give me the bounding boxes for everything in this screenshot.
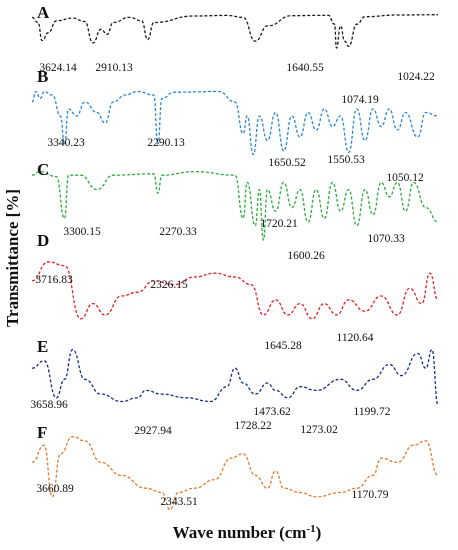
peak-label: 1640.55 [286, 62, 324, 74]
x-axis-title-exponent: -1 [306, 523, 315, 535]
peak-label: 2910.13 [95, 62, 133, 74]
panel-label-d: D [37, 231, 49, 250]
peak-label: 3340.23 [47, 137, 85, 149]
peak-label: 1600.26 [287, 250, 325, 262]
x-axis-title-base: Wave number (cm [173, 523, 307, 542]
peak-label: 3300.15 [63, 226, 101, 238]
peak-label: 3658.96 [30, 399, 68, 411]
peak-label: 1050.12 [386, 172, 424, 184]
peak-label: 1728.22 [234, 420, 272, 432]
peak-label: 3660.89 [36, 483, 74, 495]
x-axis-title: Wave number (cm-1) [173, 523, 322, 542]
peak-label: 1550.53 [327, 154, 365, 166]
panel-label-a: A [37, 3, 50, 22]
peak-label: 1720.21 [260, 218, 298, 230]
peak-label: 1170.79 [352, 489, 389, 501]
peak-label: 2326.15 [150, 279, 188, 291]
peak-label: 1120.64 [337, 332, 374, 344]
peak-label: 1473.62 [253, 406, 291, 418]
spectrum-line-a [31, 14, 439, 49]
peak-label: 2927.94 [134, 425, 172, 437]
y-axis-title: Transmittance [%] [3, 189, 22, 327]
spectrum-line-b [31, 90, 439, 156]
peak-label: 1199.72 [354, 406, 391, 418]
x-axis-title-close: ) [316, 523, 322, 542]
panel-label-b: B [37, 67, 48, 86]
panel-label-f: F [37, 423, 47, 442]
peak-label: 2343.51 [160, 496, 198, 508]
spectrum-line-d [31, 261, 439, 320]
spectra-panels: A 3624.14 2910.13 1640.55 1074.19 1024.22 B 334… [30, 3, 439, 511]
peak-label: 1024.22 [397, 71, 435, 83]
peak-label: 2290.13 [147, 137, 185, 149]
peak-label: 1650.52 [268, 157, 306, 169]
peak-label: 3716.83 [35, 274, 73, 286]
peak-label: 1070.33 [367, 233, 405, 245]
peak-label: 1645.28 [264, 340, 302, 352]
peak-label: 2270.33 [159, 226, 197, 238]
spectrum-line-f [31, 435, 439, 511]
peak-label: 1273.02 [300, 424, 338, 436]
panel-label-e: E [37, 337, 48, 356]
panel-label-c: C [37, 160, 49, 179]
peak-label: 3624.14 [39, 62, 77, 74]
peak-label: 1074.19 [341, 94, 379, 106]
spectrum-line-c [31, 170, 439, 241]
spectrum-line-e [31, 349, 439, 406]
